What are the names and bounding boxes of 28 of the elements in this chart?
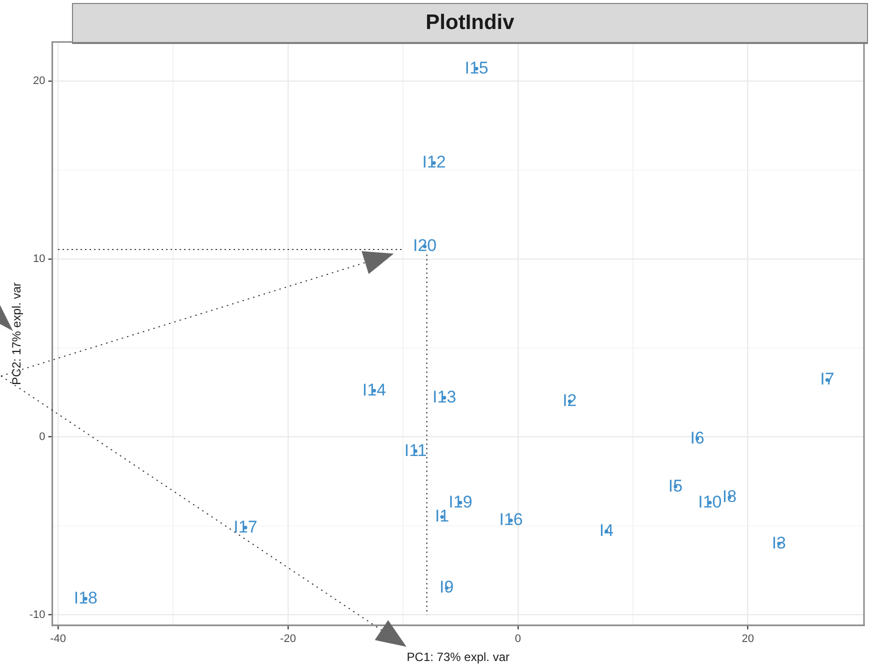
annotation: I2: [562, 390, 577, 410]
annotation: I16: [499, 510, 523, 530]
y-axis-title: PC2: 17% expl. var: [10, 282, 24, 386]
annotation: I15: [464, 58, 488, 78]
y-tick-label: 20: [33, 75, 46, 88]
annotation: I5: [668, 476, 683, 496]
x-tick-label: 20: [742, 633, 754, 646]
chart-title: PlotIndiv: [424, 11, 516, 35]
annotation: I19: [448, 492, 472, 512]
annotation: I7: [820, 370, 834, 389]
annotation: I9: [440, 578, 454, 597]
annotation: I12: [422, 152, 446, 172]
x-axis-title: PC1: 73% expl. var: [406, 650, 510, 664]
annotation: I11: [404, 440, 427, 460]
annotation: I20: [412, 236, 437, 256]
annotation: I18: [74, 588, 98, 608]
annotation: I1: [434, 506, 450, 526]
x-tick-label: -20: [280, 633, 296, 646]
y-tick-label: 0: [39, 430, 46, 443]
x-tick-label: 0: [514, 633, 521, 646]
annotation: I3: [772, 533, 786, 552]
annotation: I14: [362, 380, 386, 400]
annotation: I13: [432, 387, 456, 406]
y-tick-label: -10: [29, 608, 46, 621]
x-tick-label: -40: [50, 633, 66, 646]
annotation: I10: [698, 492, 722, 512]
y-tick-label: 10: [33, 253, 46, 266]
annotation: I17: [234, 517, 258, 536]
